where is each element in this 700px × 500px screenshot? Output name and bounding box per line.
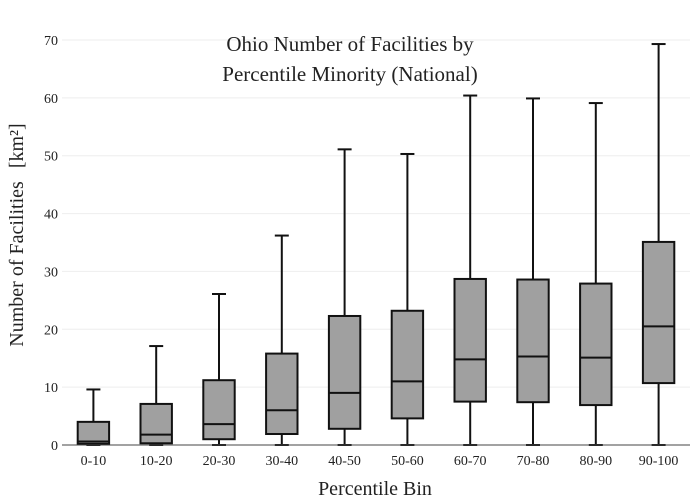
chart-title-line-2: Percentile Minority (National)	[222, 62, 477, 86]
box-iqr-30-40	[265, 352, 299, 436]
y-axis-label-text: Number of Facilities	[6, 181, 28, 347]
x-tick-label-40-50: 40-50	[328, 454, 361, 469]
box-layer	[76, 43, 676, 446]
y-tick-label-20: 20	[44, 323, 58, 338]
box-60-70	[453, 94, 487, 446]
box-70-80	[516, 97, 550, 446]
box-40-50	[327, 148, 362, 446]
chart-title-line-1: Ohio Number of Facilities by	[226, 32, 474, 56]
x-tick-label-0-10: 0-10	[81, 454, 107, 469]
y-axis-label-unit: [km²]	[6, 123, 28, 168]
box-iqr-80-90	[579, 282, 613, 407]
x-tick-label-50-60: 50-60	[391, 454, 424, 469]
y-tick-label-60: 60	[44, 92, 58, 107]
box-iqr-90-100	[641, 240, 676, 385]
box-20-30	[202, 292, 236, 446]
box-iqr-0-10	[76, 420, 111, 445]
x-tick-labels: 0-10 10-20 20-30 30-40 40-50 50-60 60-70 70-80 8…	[81, 454, 679, 469]
x-tick-label-70-80: 70-80	[517, 454, 550, 469]
box-iqr-70-80	[516, 278, 550, 404]
box-iqr-10-20	[139, 402, 173, 445]
box-30-40	[265, 234, 299, 446]
x-tick-label-90-100: 90-100	[639, 454, 679, 469]
y-tick-label-50: 50	[44, 150, 58, 165]
box-50-60	[390, 152, 425, 446]
y-tick-labels: 0 10 20 30 40 50 60 70	[44, 34, 58, 454]
grid-layer	[62, 39, 690, 388]
box-iqr-40-50	[327, 314, 362, 430]
x-tick-label-80-90: 80-90	[579, 454, 612, 469]
box-10-20	[139, 345, 173, 446]
y-tick-label-30: 30	[44, 265, 58, 280]
x-axis-label: Percentile Bin	[318, 478, 432, 500]
y-tick-label-0: 0	[51, 439, 58, 454]
x-tick-label-20-30: 20-30	[203, 454, 236, 469]
x-tick-label-30-40: 30-40	[265, 454, 298, 469]
box-80-90	[579, 102, 613, 446]
y-tick-label-10: 10	[44, 381, 58, 396]
box-90-100	[641, 43, 676, 446]
box-0-10	[76, 388, 111, 446]
y-axis-label: Number of Facilities [km²]	[6, 123, 28, 346]
x-tick-label-10-20: 10-20	[140, 454, 173, 469]
box-iqr-50-60	[390, 309, 425, 420]
y-tick-label-70: 70	[44, 34, 58, 49]
x-tick-label-60-70: 60-70	[454, 454, 487, 469]
box-iqr-20-30	[202, 379, 236, 441]
y-tick-label-40: 40	[44, 208, 58, 223]
box-iqr-60-70	[453, 277, 487, 403]
